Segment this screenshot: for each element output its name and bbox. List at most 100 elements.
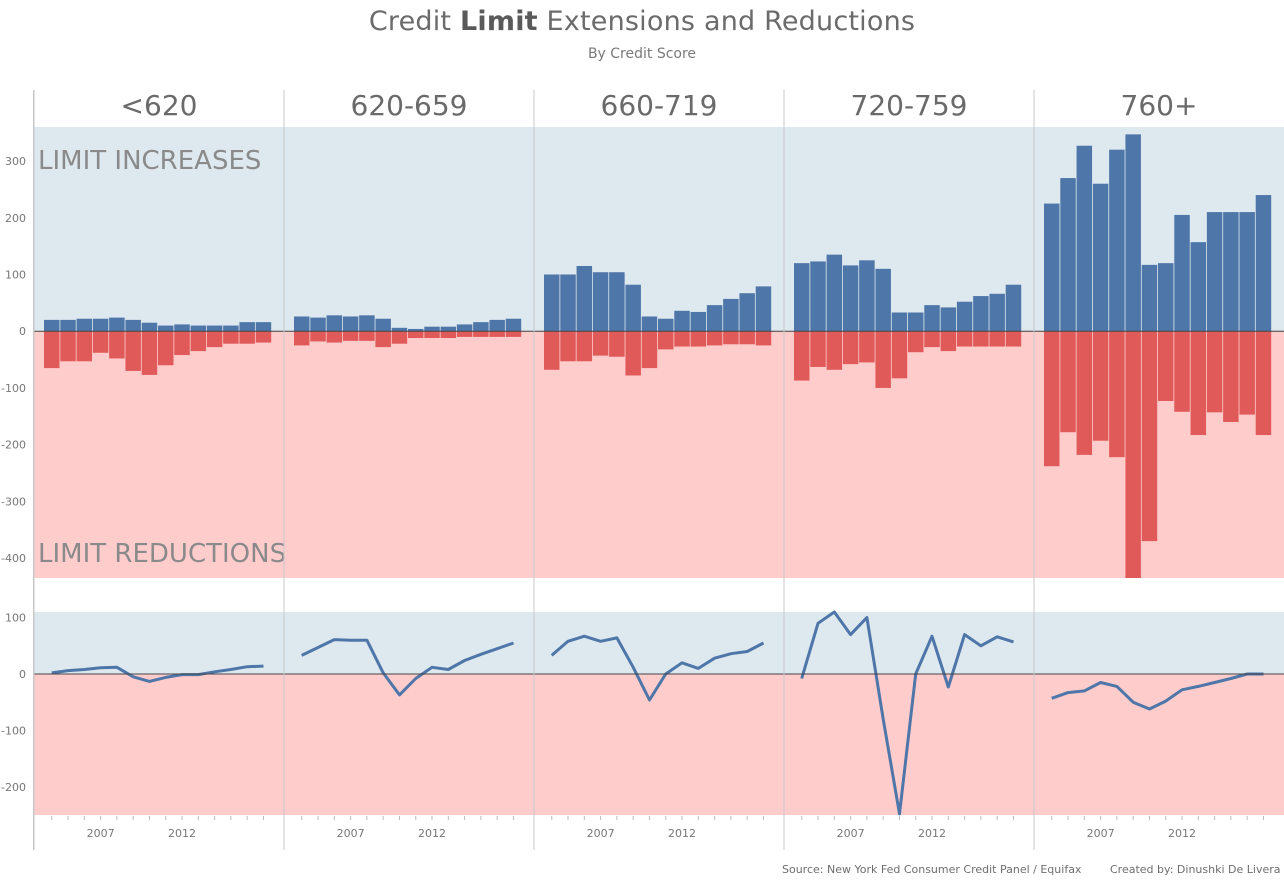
zone-label-reductions: LIMIT REDUCTIONS bbox=[38, 539, 286, 569]
x-tick-label: 2007 bbox=[1087, 827, 1115, 840]
reduction-bar bbox=[956, 331, 973, 347]
reduction-bar bbox=[505, 331, 522, 337]
reduction-bar bbox=[706, 331, 723, 346]
reduction-bar bbox=[1141, 331, 1158, 542]
reduction-bar bbox=[1239, 331, 1255, 415]
y-tick-label-bottom: -200 bbox=[1, 781, 26, 794]
reduction-bar bbox=[489, 331, 505, 337]
increase-bar bbox=[44, 319, 60, 332]
reduction-bar bbox=[1158, 331, 1174, 402]
y-tick-label-top: 100 bbox=[5, 268, 26, 281]
reduction-bar bbox=[456, 331, 473, 337]
increase-bar bbox=[408, 328, 424, 332]
reduction-bar bbox=[1092, 331, 1109, 441]
facet-header: 760+ bbox=[1121, 89, 1198, 122]
reduction-bar bbox=[908, 331, 924, 353]
reduction-bar bbox=[174, 331, 190, 356]
increase-bar bbox=[891, 312, 908, 332]
increase-bar bbox=[310, 317, 326, 332]
y-tick-label-top: -400 bbox=[1, 552, 26, 565]
reduction-bar bbox=[609, 331, 625, 357]
y-tick-label-top: 300 bbox=[5, 155, 26, 168]
reduction-bar bbox=[1206, 331, 1223, 413]
increase-bar bbox=[1044, 203, 1060, 332]
source-note: Source: New York Fed Consumer Credit Pan… bbox=[782, 863, 1082, 876]
increase-bar bbox=[576, 265, 593, 332]
increase-bar bbox=[141, 322, 158, 332]
reduction-bar bbox=[1255, 331, 1272, 436]
increase-bar bbox=[875, 268, 891, 332]
x-tick-label: 2012 bbox=[168, 827, 196, 840]
reduction-bar bbox=[424, 331, 440, 339]
reduction-bar bbox=[473, 331, 489, 337]
increase-bar bbox=[223, 325, 239, 332]
zone-label-increases: LIMIT INCREASES bbox=[38, 146, 261, 176]
reduction-bar bbox=[658, 331, 674, 350]
reduction-bar bbox=[739, 331, 755, 345]
increase-bar bbox=[1174, 214, 1190, 332]
reduction-bar bbox=[109, 331, 125, 359]
x-tick-label: 2012 bbox=[918, 827, 946, 840]
increase-bar bbox=[125, 319, 141, 332]
increase-bar bbox=[908, 312, 924, 332]
reduction-bar bbox=[206, 331, 223, 348]
increase-bar bbox=[1158, 263, 1174, 332]
reduction-bar bbox=[125, 331, 141, 371]
increase-bar bbox=[1239, 212, 1255, 332]
reduction-bar bbox=[674, 331, 690, 347]
reduction-bar bbox=[875, 331, 891, 388]
reduction-bar bbox=[255, 331, 272, 343]
increase-zone-bottom bbox=[34, 612, 1284, 675]
reduction-bar bbox=[1190, 331, 1207, 436]
increase-bar bbox=[592, 272, 609, 332]
reduction-bar bbox=[989, 331, 1005, 347]
reduction-bar bbox=[842, 331, 859, 365]
increase-bar bbox=[326, 315, 343, 332]
increase-bar bbox=[375, 318, 391, 332]
reduction-bar bbox=[359, 331, 375, 341]
reduction-bar bbox=[1005, 331, 1022, 347]
increase-bar bbox=[505, 318, 522, 332]
reduction-bar bbox=[576, 331, 593, 362]
net-change-line bbox=[800, 610, 1014, 816]
chart-subtitle: By Credit Score bbox=[587, 46, 697, 62]
increase-bar bbox=[940, 307, 957, 332]
reduction-bar bbox=[92, 331, 109, 353]
increase-bar bbox=[989, 293, 1005, 332]
x-tick-label: 2007 bbox=[337, 827, 365, 840]
increase-bar bbox=[1190, 242, 1207, 332]
reduction-bar bbox=[141, 331, 158, 375]
reduction-bar bbox=[826, 331, 843, 370]
increase-bar bbox=[826, 254, 843, 332]
reduction-bar bbox=[190, 331, 207, 352]
increase-bar bbox=[456, 324, 473, 332]
increase-bar bbox=[544, 274, 560, 332]
reduction-bar bbox=[1060, 331, 1076, 433]
increase-bar bbox=[674, 310, 690, 332]
increase-bar bbox=[723, 298, 739, 332]
increase-bar bbox=[609, 272, 625, 332]
increase-bar bbox=[1109, 149, 1125, 332]
increase-bar bbox=[794, 263, 810, 332]
increase-bar bbox=[174, 324, 190, 332]
y-tick-label-bottom: 100 bbox=[5, 612, 26, 625]
x-tick-label: 2007 bbox=[837, 827, 865, 840]
reduction-bar bbox=[1223, 331, 1239, 422]
reduction-bar bbox=[940, 331, 957, 352]
increase-bar bbox=[658, 318, 674, 332]
reduction-bar bbox=[76, 331, 93, 362]
increase-bar bbox=[473, 322, 489, 332]
facet-header: 620-659 bbox=[351, 89, 468, 122]
increase-bar bbox=[1255, 195, 1272, 332]
increase-bar bbox=[342, 316, 359, 332]
reduction-bar bbox=[924, 331, 940, 348]
reduction-bar bbox=[810, 331, 826, 367]
reduction-bar bbox=[1174, 331, 1190, 412]
reduction-bar bbox=[973, 331, 989, 347]
increase-bar bbox=[391, 327, 408, 332]
reduction-bar bbox=[1109, 331, 1125, 458]
x-tick-label: 2007 bbox=[87, 827, 115, 840]
y-tick-label-top: 200 bbox=[5, 212, 26, 225]
reduction-bar bbox=[592, 331, 609, 356]
